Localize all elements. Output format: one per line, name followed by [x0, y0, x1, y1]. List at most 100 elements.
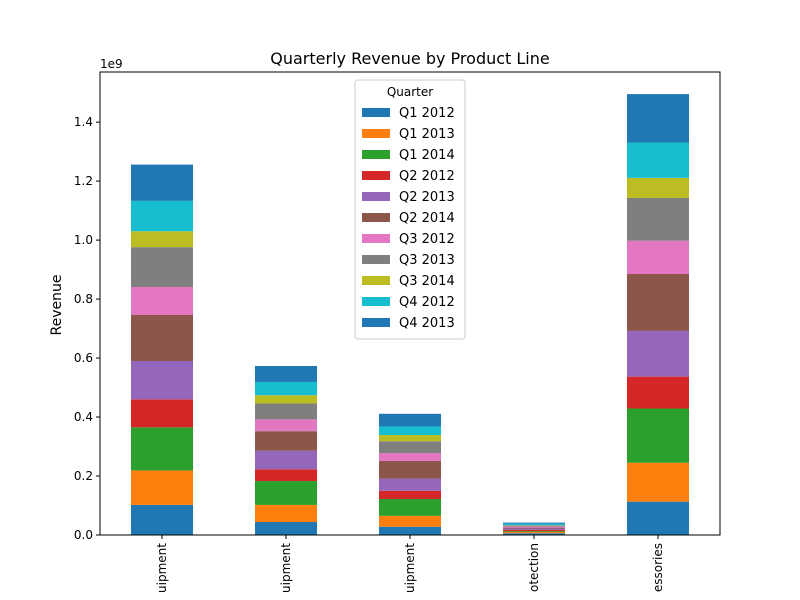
bar-segment: [503, 528, 565, 530]
y-axis: 0.0 0.2 0.4 0.6 0.8 1.0 1.2 1.4: [74, 115, 100, 542]
y-tick-label: 0.4: [74, 410, 93, 424]
bar-segment: [503, 529, 565, 532]
bar-segment: [131, 504, 193, 535]
bar-segment: [255, 450, 317, 470]
bar-segment: [255, 403, 317, 420]
bar-segment: [131, 286, 193, 316]
y-tick-label: 0.2: [74, 469, 93, 483]
legend-label: Q4 2013: [399, 316, 455, 331]
bar-segment: [379, 453, 441, 461]
y-tick-label: 0.6: [74, 351, 93, 365]
bar-segment: [627, 462, 689, 502]
bar-segment: [503, 522, 565, 524]
bar-segment: [627, 240, 689, 275]
bar-segment: [627, 501, 689, 535]
bar-segment: [131, 231, 193, 248]
x-tick-label: uipment: [403, 543, 417, 593]
bar-segment: [255, 469, 317, 482]
bar-segment: [379, 413, 441, 427]
bar-segment: [131, 247, 193, 287]
bar-segment: [379, 490, 441, 500]
x-tick-label: otection: [527, 543, 541, 592]
bar-segment: [131, 470, 193, 505]
legend-label: Q3 2013: [399, 253, 455, 268]
bar-segment: [503, 525, 565, 527]
legend-swatch: [362, 150, 390, 159]
bar-segment: [627, 330, 689, 377]
bar-segment: [255, 395, 317, 404]
legend-swatch: [362, 234, 390, 243]
bar-segment: [131, 315, 193, 362]
bar-segment: [627, 142, 689, 178]
bar-segment: [255, 522, 317, 535]
bar-segment: [255, 419, 317, 432]
bar-segment: [627, 376, 689, 409]
bar-segment: [627, 177, 689, 198]
legend-title: Quarter: [387, 85, 433, 99]
bar-segment: [503, 526, 565, 528]
bar-segment: [379, 441, 441, 454]
bar-segment: [503, 532, 565, 534]
chart-title: Quarterly Revenue by Product Line: [270, 49, 549, 68]
bar-segment: [379, 460, 441, 479]
y-tick-label: 0.8: [74, 292, 93, 306]
bar-segment: [379, 435, 441, 442]
bar-segment: [627, 197, 689, 241]
legend-label: Q3 2014: [399, 274, 455, 289]
bar-segment: [627, 274, 689, 331]
legend-box: [354, 79, 466, 340]
bar-segment: [379, 515, 441, 527]
bar-segment: [131, 164, 193, 201]
bar-segment: [503, 531, 565, 533]
bar-segment: [503, 533, 565, 535]
legend-swatch: [362, 318, 390, 327]
legend-swatch: [362, 297, 390, 306]
x-tick-label: essories: [651, 543, 665, 592]
legend-label: Q3 2012: [399, 232, 455, 247]
bar-segment: [255, 381, 317, 396]
y-axis-label: Revenue: [49, 275, 65, 336]
y-tick-label: 1.4: [74, 115, 93, 129]
y-tick-label: 1.0: [74, 233, 93, 247]
bar-segment: [379, 499, 441, 516]
bar-segment: [627, 408, 689, 463]
bar-segment: [131, 200, 193, 232]
bar-segment: [379, 426, 441, 436]
legend-swatch: [362, 255, 390, 264]
bar-segment: [503, 527, 565, 529]
legend-swatch: [362, 108, 390, 117]
bar-segment: [255, 366, 317, 382]
legend-label: Q2 2012: [399, 169, 455, 184]
bar-segment: [255, 504, 317, 523]
y-tick-label: 0.0: [74, 528, 93, 542]
bar-segment: [379, 526, 441, 535]
legend-swatch: [362, 192, 390, 201]
y-axis-offset-label: 1e9: [100, 57, 123, 71]
y-tick-label: 1.2: [74, 174, 93, 188]
bar-segment: [627, 94, 689, 143]
x-tick-label: uipment: [155, 543, 169, 593]
legend-label: Q1 2013: [399, 127, 455, 142]
legend-label: Q2 2013: [399, 190, 455, 205]
legend-label: Q2 2014: [399, 211, 455, 226]
bar-segment: [503, 523, 565, 526]
legend-label: Q1 2012: [399, 106, 455, 121]
legend: Quarter Q1 2012 Q1 2013 Q1 2014 Q2 2012 Q2 20…: [354, 79, 466, 340]
bar-segment: [131, 399, 193, 428]
legend-swatch: [362, 129, 390, 138]
legend-swatch: [362, 276, 390, 285]
legend-label: Q4 2012: [399, 295, 455, 310]
bar-segment: [255, 481, 317, 505]
x-axis: uipment uipment uipment otection essories: [155, 535, 665, 593]
legend-swatch: [362, 171, 390, 180]
bars-group: [131, 94, 689, 535]
x-tick-label: uipment: [279, 543, 293, 593]
bar-segment: [131, 361, 193, 400]
legend-swatch: [362, 213, 390, 222]
bar-segment: [131, 427, 193, 471]
bar-segment: [379, 478, 441, 491]
legend-label: Q1 2014: [399, 148, 455, 163]
bar-segment: [255, 431, 317, 451]
plot-frame: [99, 71, 721, 536]
